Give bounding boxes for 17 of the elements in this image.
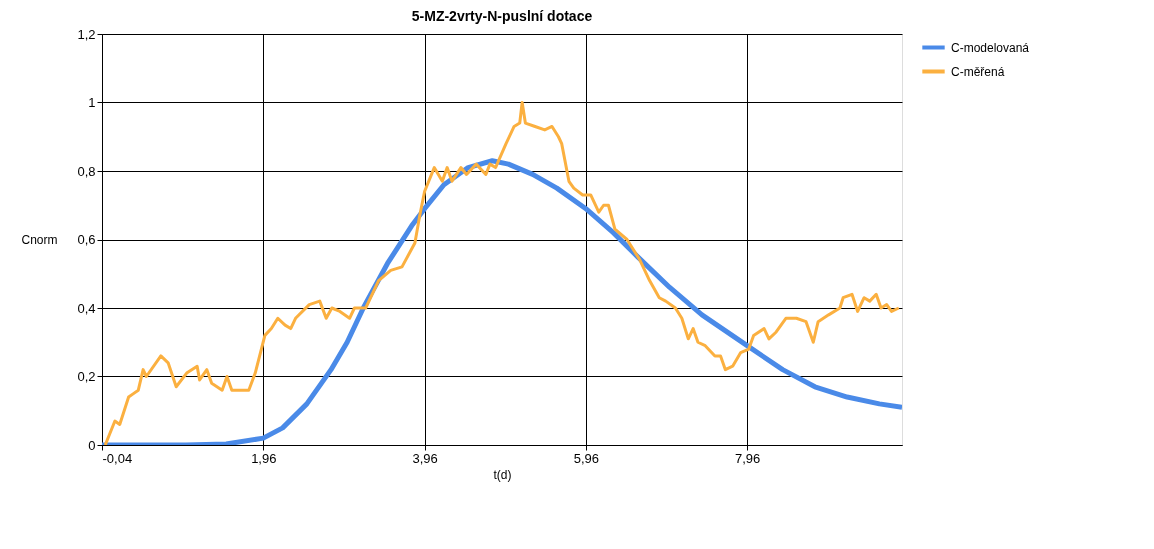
- y-tick-label: 0: [88, 437, 96, 453]
- x-tick-label: 7,96: [735, 450, 761, 466]
- x-axis-title: t(d): [493, 467, 512, 482]
- x-tick-label: 3,96: [412, 450, 438, 466]
- x-tick-label: 1,96: [251, 450, 277, 466]
- legend-label: C-měřená: [951, 64, 1005, 79]
- y-tick-label: 1,2: [77, 26, 96, 42]
- y-tick-label: 1: [88, 95, 96, 110]
- y-tick-label: 0,4: [77, 300, 96, 316]
- x-tick-label: -0,04: [102, 450, 133, 466]
- y-tick-label: 0,8: [77, 163, 96, 179]
- x-tick-label: 5,96: [573, 450, 600, 466]
- y-axis-title: Cnorm: [21, 232, 58, 247]
- legend-label: C-modelovaná: [951, 40, 1030, 55]
- y-tick-label: 0,6: [77, 232, 96, 247]
- y-tick-label: 0,2: [77, 369, 96, 384]
- chart-title: 5-MZ-2vrty-N-puslní dotace: [411, 8, 593, 24]
